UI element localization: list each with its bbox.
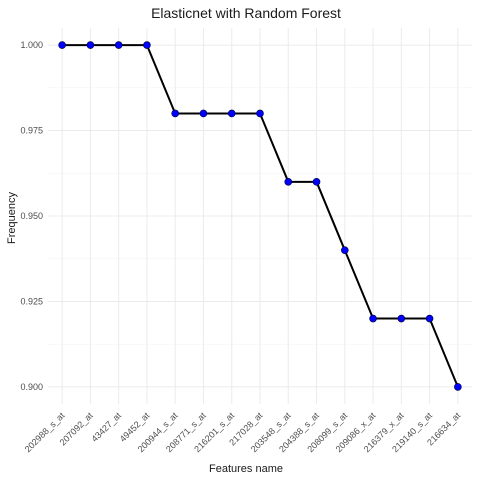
y-axis-ticks: 0.900 0.925 0.950 0.975 1.000 bbox=[20, 40, 43, 392]
y-tick-label: 0.925 bbox=[20, 296, 43, 306]
y-tick-label: 0.950 bbox=[20, 211, 43, 221]
grid-lines bbox=[48, 28, 472, 404]
data-point bbox=[227, 109, 236, 118]
y-tick-label: 0.975 bbox=[20, 126, 43, 136]
y-axis-title: Frequency bbox=[6, 192, 18, 244]
x-tick-label: 202988_s_at bbox=[23, 410, 67, 454]
y-tick-label: 1.000 bbox=[20, 40, 43, 50]
data-point bbox=[143, 41, 151, 49]
data-point bbox=[425, 314, 434, 323]
x-axis-ticks: 202988_s_at207092_at43427_at49452_at2009… bbox=[23, 410, 463, 454]
data-point bbox=[284, 178, 293, 186]
data-point bbox=[312, 178, 321, 186]
data-point bbox=[369, 314, 377, 323]
data-point bbox=[256, 109, 264, 118]
data-point bbox=[171, 109, 179, 118]
data-point bbox=[454, 383, 462, 391]
data-point bbox=[86, 41, 95, 49]
y-tick-label: 0.900 bbox=[20, 382, 43, 392]
data-point bbox=[58, 41, 66, 49]
chart-title: Elasticnet with Random Forest bbox=[151, 5, 341, 21]
x-axis-title: Features name bbox=[209, 463, 283, 475]
data-point bbox=[397, 314, 406, 323]
series-frequency bbox=[58, 41, 462, 391]
data-point bbox=[199, 109, 208, 118]
data-point bbox=[340, 246, 349, 254]
data-point bbox=[114, 41, 123, 49]
